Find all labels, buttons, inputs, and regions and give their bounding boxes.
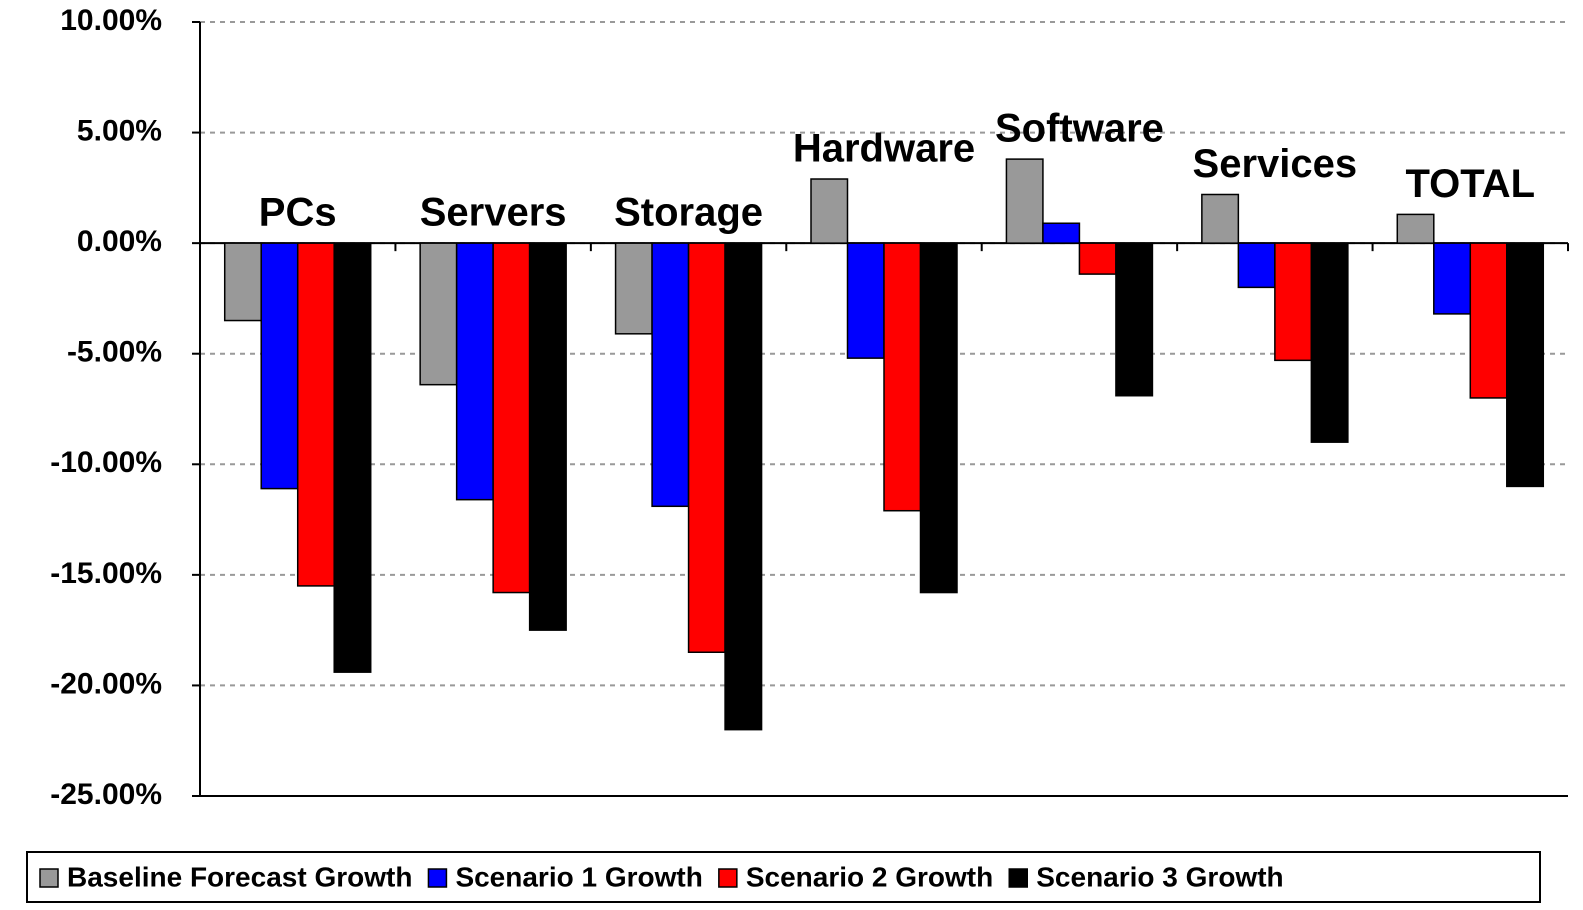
- category-label: Services: [1193, 142, 1358, 186]
- legend-label: Baseline Forecast Growth: [67, 861, 412, 892]
- y-tick-label: 5.00%: [77, 114, 162, 147]
- y-tick-label: -5.00%: [67, 336, 162, 369]
- bar: [1201, 193, 1240, 244]
- category-label: Servers: [420, 191, 567, 235]
- bar: [260, 242, 299, 490]
- bar: [1078, 242, 1117, 275]
- bar: [419, 242, 458, 386]
- legend-swatch: [1008, 868, 1028, 888]
- bar: [1433, 242, 1472, 315]
- bar: [651, 242, 690, 508]
- y-tick-label: -20.00%: [50, 667, 162, 700]
- category-label: Storage: [614, 191, 763, 235]
- legend-label: Scenario 1 Growth: [455, 861, 702, 892]
- bar: [492, 242, 531, 594]
- bar: [1115, 242, 1154, 397]
- bar: [1042, 222, 1081, 244]
- bar: [1469, 242, 1508, 399]
- bar: [883, 242, 922, 512]
- y-tick-label: 10.00%: [60, 4, 162, 37]
- bar: [1396, 213, 1435, 244]
- bar: [724, 242, 763, 731]
- bar: [919, 242, 958, 594]
- bar: [1005, 158, 1044, 244]
- category-label: PCs: [259, 191, 337, 235]
- legend-swatch: [39, 868, 59, 888]
- category-label: Hardware: [793, 127, 975, 171]
- bar: [810, 178, 849, 244]
- bar: [528, 242, 567, 631]
- y-tick-label: -25.00%: [50, 778, 162, 811]
- category-label: Software: [995, 107, 1164, 151]
- category-label: TOTAL: [1405, 162, 1535, 206]
- bar: [846, 242, 885, 359]
- bar: [1237, 242, 1276, 289]
- bar: [1506, 242, 1545, 488]
- bar: [1310, 242, 1349, 443]
- bar: [614, 242, 653, 335]
- bar: [223, 242, 262, 322]
- y-tick-label: 0.00%: [77, 225, 162, 258]
- legend-box: [26, 851, 1541, 903]
- bar: [455, 242, 494, 501]
- legend-label: Scenario 2 Growth: [746, 861, 993, 892]
- y-tick-label: -10.00%: [50, 446, 162, 479]
- bar: [333, 242, 372, 673]
- bar: [687, 242, 726, 654]
- legend-swatch: [718, 868, 738, 888]
- bar: [296, 242, 335, 587]
- legend-label: Scenario 3 Growth: [1036, 861, 1283, 892]
- y-tick-label: -15.00%: [50, 557, 162, 590]
- bar: [1274, 242, 1313, 362]
- legend-swatch: [427, 868, 448, 888]
